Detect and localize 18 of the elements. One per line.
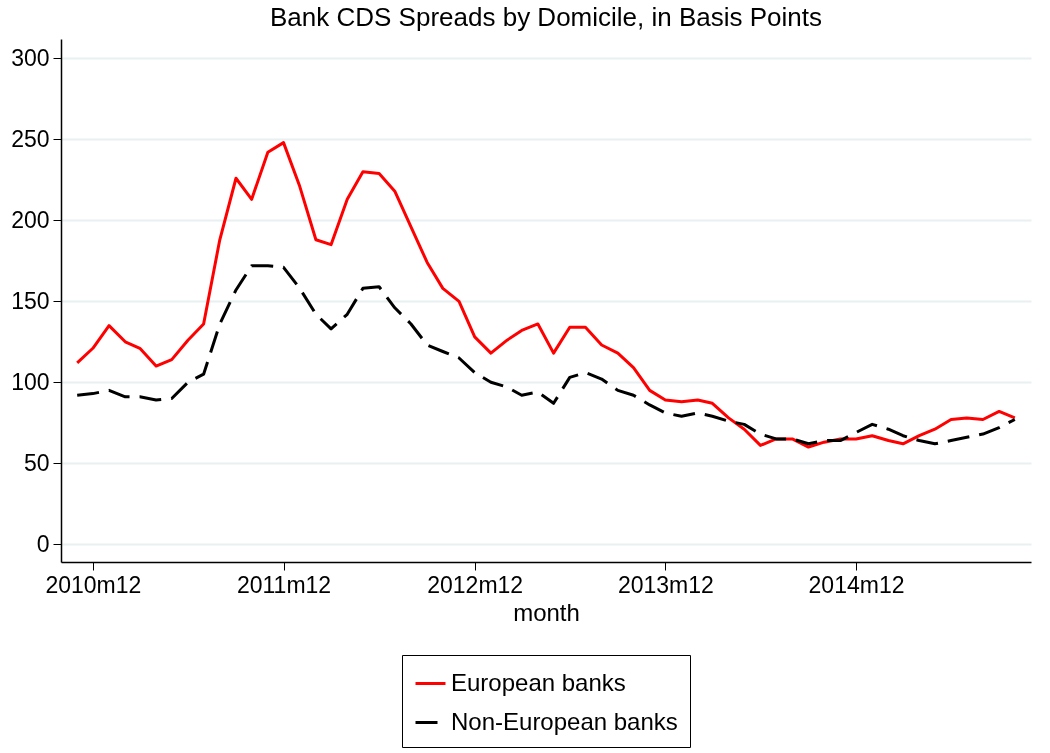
- legend-label: European banks: [451, 668, 626, 696]
- x-tick-label: 2011m12: [236, 571, 332, 598]
- x-tick-label: 2010m12: [45, 571, 142, 598]
- y-tick-label: 200: [11, 206, 50, 233]
- x-tick-label: 2012m12: [427, 571, 524, 598]
- x-tick-label: 2014m12: [808, 571, 905, 598]
- x-tick-label: 2013m12: [617, 571, 714, 598]
- y-tick-label: 300: [11, 44, 50, 71]
- line-series: [75, 264, 1017, 446]
- y-tick-label: 250: [11, 125, 50, 152]
- chart-title: Bank CDS Spreads by Domicile, in Basis Points: [269, 2, 823, 32]
- legend-label: Non-European banks: [451, 707, 678, 735]
- line-series: [75, 141, 1017, 449]
- y-tick-label: 150: [11, 287, 50, 314]
- y-tick-label: 100: [11, 368, 50, 395]
- x-axis-title: month: [513, 598, 580, 626]
- y-tick-label: 50: [23, 449, 50, 476]
- y-tick-label: 0: [36, 530, 50, 557]
